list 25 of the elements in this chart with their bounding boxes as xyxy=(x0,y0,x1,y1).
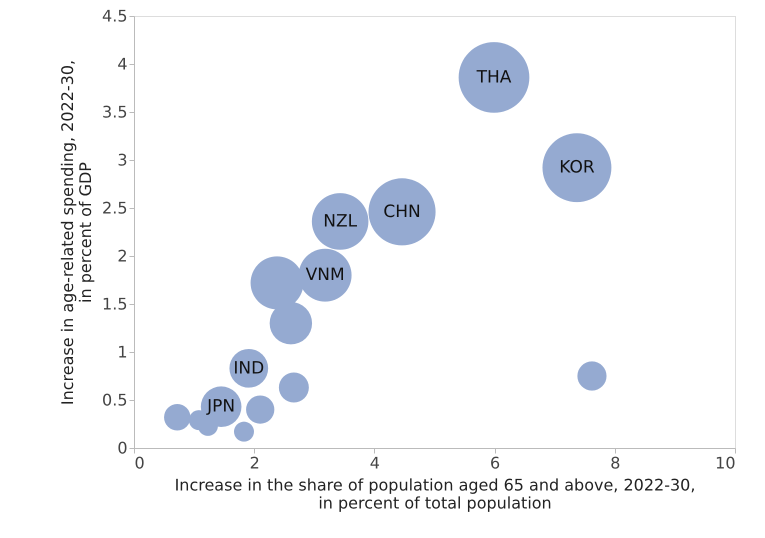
annotation: KOR xyxy=(559,158,595,178)
x-tick-label: 6 xyxy=(490,454,500,472)
annotation: JPN xyxy=(206,396,236,417)
y-tick-label: 2 xyxy=(117,246,128,266)
x-tick-label: 10 xyxy=(715,454,736,472)
y-tick-label: 3 xyxy=(117,150,128,170)
y-tick-label: 0.5 xyxy=(102,390,128,410)
x-axis-title: Increase in the share of population aged 65 and above, 2022-30, in percent of total population xyxy=(174,476,696,512)
y-tick-label: 1 xyxy=(117,342,128,362)
x-tick-label: 8 xyxy=(610,454,620,472)
y-tick-label: 4 xyxy=(117,54,128,74)
y-tick-label: 1.5 xyxy=(102,294,128,314)
y-tick-label: 0 xyxy=(117,438,128,458)
x-tick-label: 4 xyxy=(370,454,380,472)
x-tick-label: 2 xyxy=(250,454,260,472)
annotation: VNM xyxy=(306,265,345,286)
x-tick-label: 0 xyxy=(134,454,145,472)
y-axis-title: Increase in age-related spending, 2022-30, in percent of GDP xyxy=(58,60,96,406)
annotation: CHN xyxy=(383,202,421,222)
annotation: THA xyxy=(476,67,512,88)
y-tick-label: 3.5 xyxy=(102,102,128,122)
y-tick-label: 2.5 xyxy=(102,198,128,218)
y-tick-label: 4.5 xyxy=(102,6,128,26)
annotation: IND xyxy=(233,358,264,378)
annotation: NZL xyxy=(323,211,358,232)
